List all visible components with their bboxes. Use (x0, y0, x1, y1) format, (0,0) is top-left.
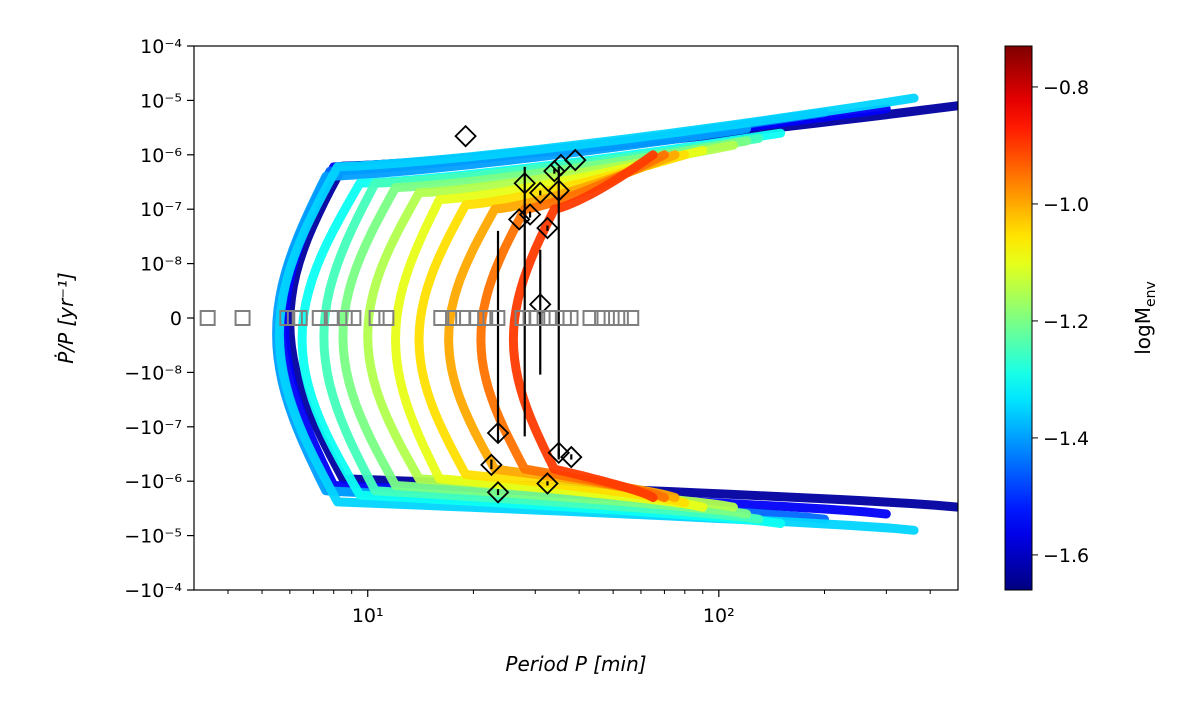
zero-pdot-point-1 (234, 310, 251, 326)
observed-point-P (560, 445, 583, 469)
zero-pdot-point-12 (445, 310, 462, 326)
zero-pdot-point-9 (368, 310, 385, 326)
zero-pdot-point-0 (199, 310, 216, 326)
zero-pdot-point-24 (582, 310, 599, 326)
x-axis: 10¹ 10² (227, 590, 931, 627)
observed-point-I (536, 216, 559, 240)
colorbar-ticks: −0.8 −1.0 −1.2 −1.4 −1.6 (1032, 77, 1089, 567)
colorbar-label: logMenv (1131, 281, 1159, 355)
zero-pdot-point-6 (323, 310, 340, 326)
y-tick-label-5: 0 (170, 308, 182, 330)
x-tick-label-1: 10² (703, 605, 735, 627)
colorbar-tick-label-4: −1.6 (1043, 545, 1089, 567)
observed-point-C (480, 453, 503, 477)
x-axis-label: Period P [min] (505, 652, 646, 676)
colorbar-gradient (1004, 45, 1033, 591)
y-tick-label-9: −10⁻⁵ (124, 526, 182, 548)
observed-point-G (507, 208, 531, 231)
zero-pdot-point-27 (612, 310, 629, 326)
y-tick-label-10: −10⁻⁴ (124, 580, 182, 602)
y-tick-label-1: 10⁻⁵ (140, 90, 182, 112)
y-tick-label-0: 10⁻⁴ (140, 36, 182, 58)
zero-pdot-point-4 (291, 310, 308, 326)
colorbar-label-sub: env (1143, 281, 1159, 307)
zero-pdot-point-13 (455, 310, 472, 326)
x-tick-label-0: 10¹ (352, 605, 384, 627)
model-track-13 (508, 150, 658, 503)
zero-pdot-point-23 (562, 310, 579, 326)
colorbar-tick-label-1: −1.0 (1043, 194, 1089, 216)
y-tick-label-7: −10⁻⁷ (124, 417, 182, 439)
colorbar-tick-label-3: −1.4 (1043, 428, 1089, 450)
colorbar-tick-label-2: −1.2 (1043, 311, 1089, 333)
y-axis: 10⁻⁴ 10⁻⁵ 10⁻⁶ 10⁻⁷ 10⁻⁸ 0 −10⁻⁸ −10⁻⁷ −10⁻⁶ −10⁻… (124, 36, 194, 602)
zero-pdot-point-28 (623, 310, 640, 326)
observed-systems (199, 124, 640, 504)
zero-pdot-point-8 (345, 310, 362, 326)
observed-point-A (454, 124, 477, 148)
y-tick-label-2: 10⁻⁶ (140, 145, 182, 167)
observed-point-K (543, 159, 566, 183)
zero-pdot-point-16 (489, 310, 506, 326)
observed-point-H (528, 181, 552, 205)
zero-pdot-point-19 (529, 310, 546, 326)
colorbar-label-main: logM (1131, 307, 1155, 355)
zero-pdot-point-11 (433, 310, 450, 326)
observed-point-O (547, 441, 571, 465)
model-track-9 (391, 146, 708, 512)
model-track-7 (338, 136, 752, 519)
observed-point-N (563, 148, 587, 172)
zero-pdot-point-26 (603, 310, 620, 326)
observed-point-Q (536, 472, 559, 495)
observed-point-D (486, 481, 510, 504)
zero-pdot-point-10 (378, 310, 395, 326)
observed-point-E (513, 171, 537, 195)
y-tick-label-6: −10⁻⁸ (124, 362, 182, 384)
observed-point-F (518, 203, 542, 226)
observed-point-L (547, 179, 571, 202)
y-tick-label-8: −10⁻⁶ (124, 471, 182, 493)
colorbar: −0.8 −1.0 −1.2 −1.4 −1.6 logMenv (1004, 45, 1159, 591)
zero-pdot-point-7 (336, 310, 353, 326)
zero-pdot-point-25 (594, 310, 611, 326)
zero-pdot-point-5 (311, 310, 328, 326)
colorbar-tick-label-0: −0.8 (1043, 77, 1089, 99)
y-tick-label-4: 10⁻⁸ (140, 254, 182, 276)
zero-pdot-point-15 (477, 310, 494, 326)
y-axis-label: Ṗ/P [yr⁻¹] (54, 272, 78, 363)
observed-point-B (486, 421, 510, 445)
model-tracks (272, 93, 958, 535)
observed-point-J (528, 293, 552, 316)
y-tick-label-3: 10⁻⁷ (140, 199, 182, 221)
zero-pdot-point-14 (468, 310, 485, 326)
model-track-10 (414, 150, 690, 508)
